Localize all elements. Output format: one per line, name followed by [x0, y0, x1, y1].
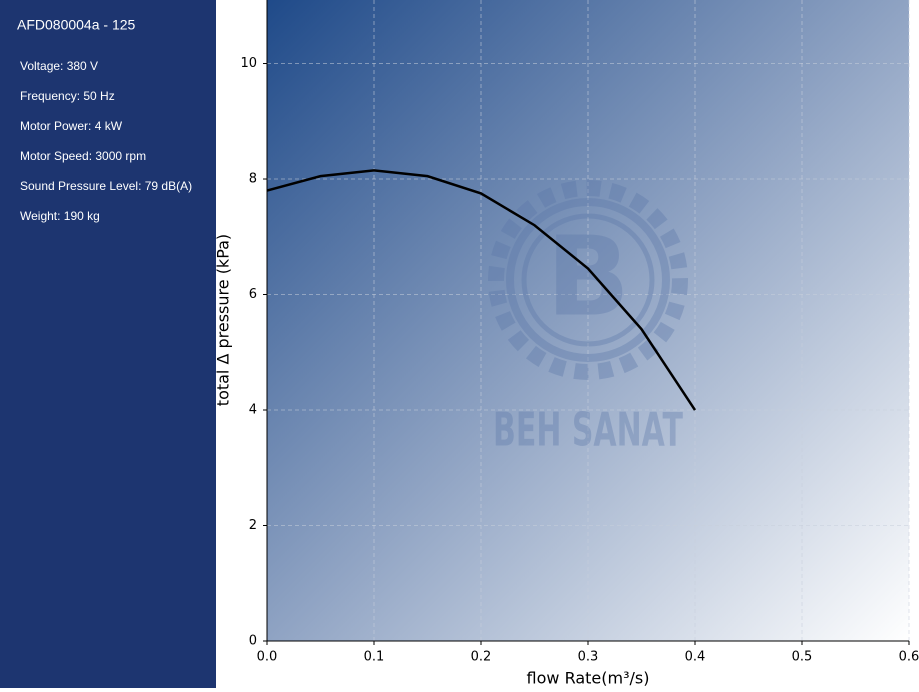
spec-item: Motor Power: 4 kW: [20, 119, 123, 133]
watermark-text: BEH SANAT: [493, 403, 683, 457]
x-tick-label: 0.3: [578, 650, 599, 665]
watermark-letter: B: [546, 212, 630, 340]
spec-list: Voltage: 380 V Frequency: 50 Hz Motor Powe…: [20, 59, 192, 223]
gear: [488, 180, 688, 380]
y-axis-label: total Δ pressure (kPa): [214, 234, 233, 406]
watermark: B BEH SANAT: [488, 180, 688, 457]
y-tick-label: 6: [249, 287, 257, 302]
x-tick-label: 0.5: [792, 650, 813, 665]
spec-item: Motor Speed: 3000 rpm: [20, 149, 146, 163]
curve: [266, 169, 697, 411]
gear-ring: [506, 198, 670, 362]
x-tick-label: 0.1: [364, 650, 385, 665]
spec-item: Voltage: 380 V: [20, 59, 98, 73]
sidebar: [0, 0, 216, 688]
spec-item: Sound Pressure Level: 79 dB(A): [20, 179, 192, 193]
spec-item: Weight: 190 kg: [20, 209, 100, 223]
y-tick-label: 4: [249, 403, 257, 418]
x-tick-label: 0.4: [685, 650, 706, 665]
y-tick-label: 0: [249, 634, 257, 649]
x-tick-label: 0.0: [257, 650, 278, 665]
y-tick-label: 10: [240, 56, 257, 71]
x-tick-label: 0.6: [899, 650, 919, 665]
x-tick-label: 0.2: [471, 650, 492, 665]
y-tick-label: 8: [249, 172, 257, 187]
x-axis-label: flow Rate(m³/s): [527, 669, 650, 688]
gear-inner: [521, 213, 655, 347]
spec-item: Frequency: 50 Hz: [20, 89, 115, 103]
sidebar-title: AFD080004a - 125: [17, 17, 136, 33]
y-tick-label: 2: [249, 518, 257, 533]
